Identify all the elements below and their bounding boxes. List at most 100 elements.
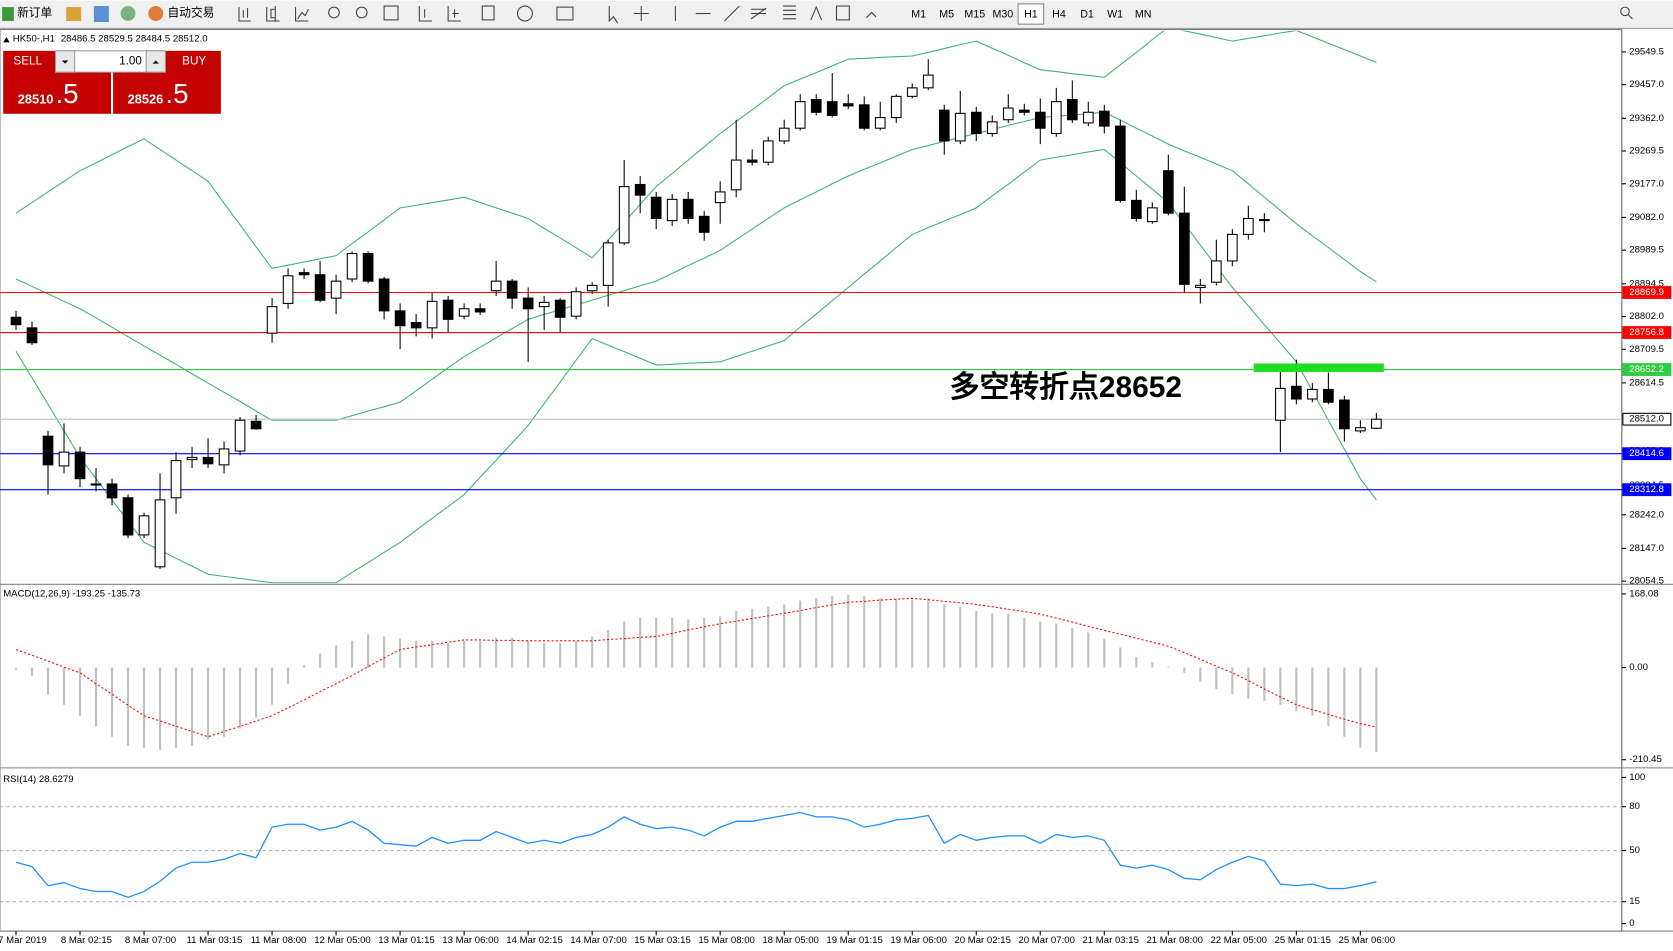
macd-bar [206, 667, 210, 739]
periods-icon[interactable] [516, 5, 533, 22]
label-icon[interactable] [835, 5, 850, 21]
candle-body [1162, 170, 1174, 214]
text-icon[interactable] [810, 5, 823, 21]
active-timeframe [1017, 3, 1045, 25]
macd-bar [142, 667, 146, 748]
timeframe-button[interactable]: D1 [1080, 8, 1094, 20]
timeframe-button[interactable]: MN [1135, 8, 1152, 20]
macd-bar [351, 640, 354, 668]
timeframes: M1 M5 M15 M30 H1 H4 D1 W1 MN [911, 3, 1152, 25]
macd-bar [1151, 662, 1154, 668]
candle-body [602, 242, 614, 286]
macd-bar [110, 667, 114, 737]
candle-body [570, 291, 582, 317]
macd-bar [671, 617, 674, 668]
autoscroll-icon[interactable] [418, 6, 433, 22]
price-label-box [1622, 286, 1672, 299]
timeframe-button[interactable]: M1 [911, 8, 926, 20]
fibo-icon[interactable] [783, 5, 796, 20]
y-tick-label: 100 [1629, 772, 1645, 783]
macd-bar [847, 594, 850, 668]
candle-body [186, 456, 198, 461]
candle-body [1130, 199, 1142, 220]
search-icon[interactable] [1620, 6, 1630, 17]
candle-body [474, 308, 486, 313]
x-tick-label: 18 Mar 05:00 [762, 935, 819, 946]
timeframe-button[interactable]: H4 [1052, 8, 1066, 20]
bar-chart-icon[interactable] [238, 7, 251, 22]
macd-bar [767, 606, 770, 668]
sell-price: 28510 [18, 91, 54, 106]
price-label-box [1622, 483, 1672, 497]
macd-bar [1215, 667, 1218, 690]
auto-trading-icon[interactable] [148, 6, 164, 21]
y-tick-label: 168.08 [1629, 588, 1658, 599]
line-chart-icon[interactable] [295, 7, 309, 22]
zoom-in-icon[interactable] [328, 6, 340, 19]
timeframe-button[interactable]: M5 [939, 8, 954, 20]
buy-button[interactable]: BUY [182, 55, 206, 68]
chart-ohlc: 28486.5 28529.5 28484.5 28512.0 [61, 34, 208, 45]
volume-value[interactable]: 1.00 [119, 55, 142, 68]
candle-body [10, 316, 22, 326]
candle-chart-icon[interactable] [266, 6, 280, 22]
candle-body [1291, 385, 1302, 400]
arrows-icon[interactable] [865, 11, 877, 19]
templates-icon[interactable] [556, 6, 574, 21]
timeframe-button[interactable]: W1 [1107, 8, 1123, 20]
candle-body [506, 280, 518, 299]
macd-bar [239, 667, 242, 729]
x-tick-label: 11 Mar 03:15 [187, 935, 243, 946]
timeframe-button[interactable]: H1 [1024, 8, 1038, 20]
tool-icon[interactable] [66, 7, 82, 21]
macd-bar [527, 640, 530, 668]
candle-body [1178, 212, 1190, 285]
macd-bar [415, 640, 418, 668]
macd-bar [975, 611, 978, 668]
candle-body [522, 297, 534, 310]
macd-bar [863, 596, 866, 668]
candle-body [682, 198, 694, 220]
x-tick-label: 21 Mar 03:15 [1082, 935, 1139, 946]
macd-bar [14, 667, 18, 670]
y-tick-label: 29177.0 [1629, 178, 1664, 189]
zoom-out-icon[interactable] [355, 6, 368, 19]
up-arrow [152, 60, 159, 64]
shift-icon[interactable] [447, 6, 461, 22]
candle-body [890, 95, 902, 119]
new-order-button[interactable]: 新订单 [17, 6, 52, 20]
auto-trading-button[interactable]: 自动交易 [168, 6, 215, 20]
new-order-icon[interactable] [2, 7, 14, 21]
band-lower [15, 148, 1377, 584]
sell-price-fraction: .5 [55, 78, 78, 109]
collapse-triangle[interactable] [3, 36, 10, 43]
timeframe-button[interactable]: M15 [964, 8, 985, 20]
macd-bar [751, 608, 754, 668]
macd-bar [655, 617, 658, 668]
cursor-icon[interactable] [608, 6, 619, 24]
indicators-icon[interactable] [481, 5, 495, 21]
crosshair-icon[interactable] [633, 6, 649, 21]
channel-icon[interactable] [750, 7, 767, 20]
macd-bar [639, 617, 642, 668]
sell-button[interactable]: SELL [13, 55, 42, 68]
x-tick-label: 22 Mar 05:00 [1210, 935, 1267, 946]
macd-bar [431, 640, 434, 668]
tile-icon[interactable] [383, 5, 399, 21]
tool-icon[interactable] [120, 6, 136, 21]
macd-bar [30, 667, 34, 676]
y-tick-label: 28614.5 [1629, 377, 1664, 388]
timeframe-button[interactable]: M30 [992, 8, 1013, 20]
macd-bar [335, 645, 338, 668]
x-tick-label: 15 Mar 08:00 [698, 935, 755, 946]
candle-body [410, 322, 422, 329]
macd-bar [1087, 632, 1090, 668]
candle-body [1259, 219, 1270, 222]
trendline-icon[interactable] [724, 5, 740, 22]
x-tick-label: 13 Mar 06:00 [442, 935, 499, 946]
macd-bar [943, 604, 946, 668]
candle-body [650, 196, 662, 220]
candle-body [234, 419, 246, 452]
macd-bar [319, 653, 322, 668]
tool-icon[interactable] [93, 6, 109, 23]
